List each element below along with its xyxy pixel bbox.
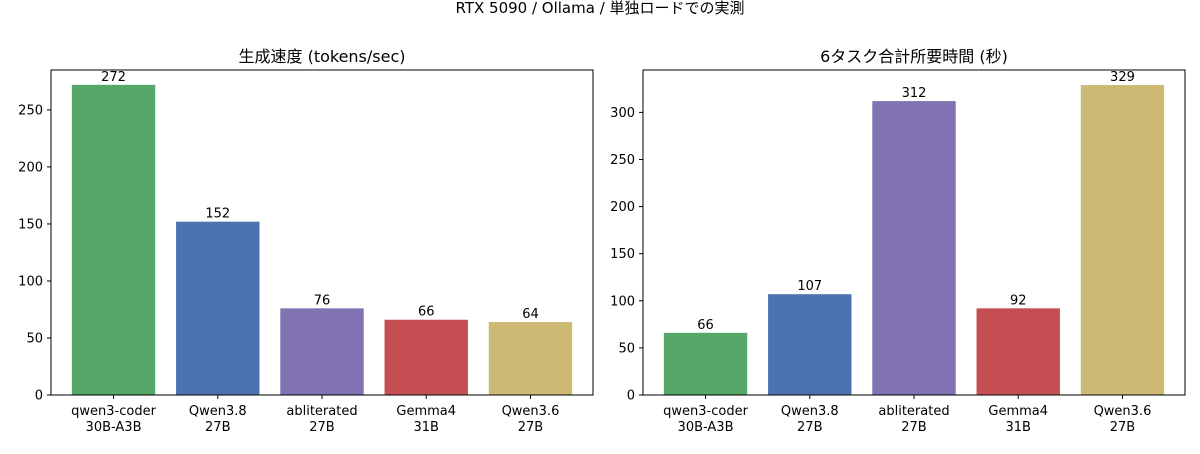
bar (872, 101, 956, 395)
figure-title: RTX 5090 / Ollama / 単独ロードでの実測 (455, 0, 744, 17)
y-tick-label: 250 (18, 103, 43, 118)
axes-frame (50, 69, 594, 396)
x-tick-label: Qwen3.8 (189, 404, 247, 419)
bar-value-label: 152 (205, 207, 230, 222)
x-tick-label: Qwen3.6 (502, 404, 560, 419)
x-tick-label: 27B (1110, 420, 1135, 435)
bar (384, 319, 468, 395)
bar (768, 294, 852, 395)
axes-frame (642, 69, 1186, 396)
y-tick-label: 0 (627, 389, 635, 404)
x-tick-label: 27B (309, 420, 334, 435)
y-tick-label: 300 (610, 106, 635, 121)
bar-value-label: 76 (314, 293, 331, 308)
y-tick-label: 50 (26, 331, 43, 346)
bar (488, 322, 573, 395)
y-tick-label: 100 (18, 274, 43, 289)
x-tick-label: 31B (1005, 420, 1030, 435)
x-tick-label: qwen3-coder (663, 404, 748, 419)
y-tick-label: 200 (18, 160, 43, 175)
x-tick-label: 30B-A3B (86, 420, 142, 435)
bar (663, 332, 748, 395)
bar-value-label: 64 (522, 307, 539, 322)
x-tick-label: Qwen3.8 (781, 404, 839, 419)
x-tick-label: Gemma4 (988, 404, 1048, 419)
x-tick-label: 27B (797, 420, 822, 435)
x-tick-label: Gemma4 (396, 404, 456, 419)
chart-title: 6タスク合計所要時間 (秒) (820, 47, 1008, 66)
x-tick-label: 30B-A3B (678, 420, 734, 435)
y-tick-label: 50 (618, 341, 635, 356)
bar (176, 221, 260, 395)
bar-value-label: 272 (101, 70, 126, 85)
y-tick-label: 150 (18, 217, 43, 232)
bar-value-label: 66 (418, 305, 435, 320)
bar-value-label: 312 (902, 86, 927, 101)
bar-value-label: 107 (797, 279, 822, 294)
y-tick-label: 0 (35, 389, 43, 404)
y-tick-label: 100 (610, 294, 635, 309)
x-tick-label: Qwen3.6 (1094, 404, 1152, 419)
bar (71, 84, 156, 396)
chart-title: 生成速度 (tokens/sec) (238, 47, 405, 66)
bar-value-label: 329 (1110, 70, 1135, 85)
x-tick-label: 27B (205, 420, 230, 435)
bar-value-label: 92 (1010, 293, 1027, 308)
x-tick-label: qwen3-coder (71, 404, 156, 419)
y-tick-label: 150 (610, 247, 635, 262)
x-tick-label: abliterated (878, 404, 949, 419)
x-tick-label: 27B (518, 420, 543, 435)
x-tick-label: 27B (901, 420, 926, 435)
x-tick-label: abliterated (286, 404, 357, 419)
bar (1080, 85, 1165, 396)
bar-value-label: 66 (697, 318, 714, 333)
y-tick-label: 250 (610, 153, 635, 168)
x-tick-label: 31B (413, 420, 438, 435)
bar (280, 308, 364, 395)
y-tick-label: 200 (610, 200, 635, 215)
bar (976, 308, 1060, 395)
